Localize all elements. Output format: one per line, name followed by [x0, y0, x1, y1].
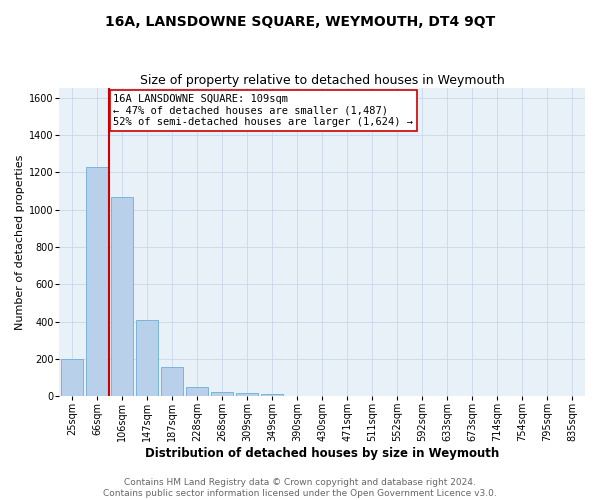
- Bar: [110, 196, 133, 396]
- Text: Contains HM Land Registry data © Crown copyright and database right 2024.
Contai: Contains HM Land Registry data © Crown c…: [103, 478, 497, 498]
- Bar: [61, 359, 83, 397]
- Bar: [86, 166, 108, 396]
- Bar: [136, 320, 158, 396]
- Text: 16A LANSDOWNE SQUARE: 109sqm
← 47% of detached houses are smaller (1,487)
52% of: 16A LANSDOWNE SQUARE: 109sqm ← 47% of de…: [113, 94, 413, 127]
- Bar: [211, 392, 233, 396]
- X-axis label: Distribution of detached houses by size in Weymouth: Distribution of detached houses by size …: [145, 447, 499, 460]
- Y-axis label: Number of detached properties: Number of detached properties: [15, 154, 25, 330]
- Bar: [161, 366, 183, 396]
- Bar: [236, 393, 259, 396]
- Bar: [261, 394, 283, 396]
- Title: Size of property relative to detached houses in Weymouth: Size of property relative to detached ho…: [140, 74, 505, 87]
- Bar: [186, 387, 208, 396]
- Text: 16A, LANSDOWNE SQUARE, WEYMOUTH, DT4 9QT: 16A, LANSDOWNE SQUARE, WEYMOUTH, DT4 9QT: [105, 15, 495, 29]
